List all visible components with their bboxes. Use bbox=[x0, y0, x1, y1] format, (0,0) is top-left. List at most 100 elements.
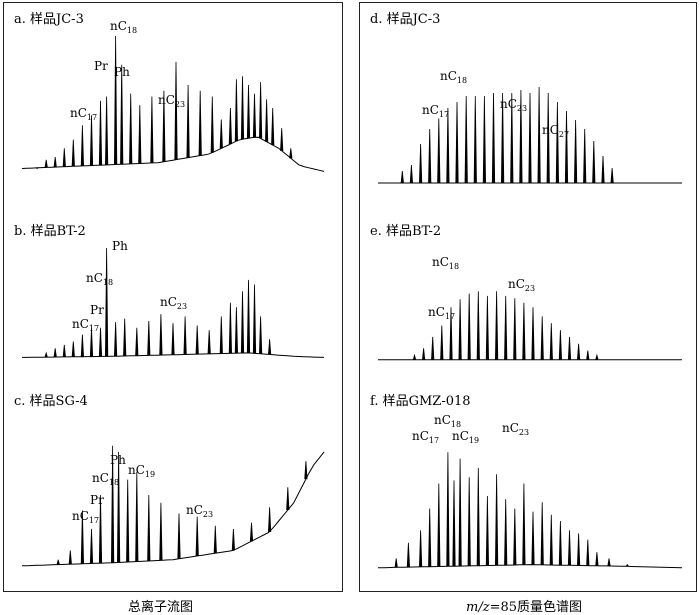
peak-f-0 bbox=[394, 558, 398, 568]
peak-label-a-4: nC23 bbox=[158, 93, 185, 109]
peak-c-10 bbox=[159, 502, 163, 561]
peak-a-9 bbox=[114, 35, 118, 165]
peak-d-18 bbox=[564, 110, 569, 184]
peak-d-4 bbox=[437, 118, 441, 184]
peak-e-13 bbox=[531, 307, 535, 360]
peak-e-16 bbox=[558, 330, 562, 360]
peak-e-18 bbox=[577, 343, 581, 360]
peak-f-2 bbox=[419, 530, 423, 567]
peak-e-3 bbox=[440, 325, 444, 360]
peak-a-1 bbox=[44, 159, 48, 168]
peak-a-18 bbox=[210, 96, 214, 153]
peak-label-e-1: nC18 bbox=[432, 255, 459, 271]
peak-d-11 bbox=[501, 92, 505, 184]
peak-d-14 bbox=[528, 92, 532, 184]
peak-e-12 bbox=[522, 302, 526, 360]
peak-a-15 bbox=[174, 61, 178, 160]
peak-e-1 bbox=[422, 348, 426, 360]
peak-label-c-1: Pr bbox=[90, 493, 104, 507]
peak-c-3 bbox=[89, 528, 94, 564]
peak-f-6 bbox=[452, 480, 456, 567]
peak-a-12 bbox=[138, 105, 142, 164]
peak-c-13 bbox=[213, 525, 217, 554]
peak-c-1 bbox=[68, 550, 72, 565]
peak-b-18 bbox=[228, 302, 232, 354]
peak-b-7 bbox=[105, 247, 109, 357]
peak-b-10 bbox=[135, 327, 139, 356]
chart-title-b: b. 样品BT-2 bbox=[14, 224, 86, 239]
peak-a-17 bbox=[198, 90, 202, 156]
peak-e-15 bbox=[549, 323, 553, 360]
peak-d-0 bbox=[400, 170, 404, 184]
peak-d-22 bbox=[601, 155, 605, 184]
peak-a-10 bbox=[120, 64, 124, 165]
peak-label-b-1: Pr bbox=[90, 303, 104, 317]
peak-a-7 bbox=[98, 100, 103, 166]
peak-a-0 bbox=[35, 167, 39, 169]
peak-b-15 bbox=[195, 325, 199, 355]
peak-label-c-5: nC23 bbox=[186, 503, 213, 519]
peak-label-b-3: Ph bbox=[112, 239, 128, 253]
peak-a-14 bbox=[162, 90, 166, 162]
peak-a-19 bbox=[219, 119, 223, 149]
peak-d-21 bbox=[592, 140, 596, 184]
peak-b-16 bbox=[207, 330, 211, 354]
right-caption: m/z=85质量色谱图 bbox=[466, 596, 582, 615]
peak-f-19 bbox=[567, 530, 572, 566]
peak-f-10 bbox=[485, 495, 489, 566]
peak-label-c-3: Ph bbox=[110, 453, 126, 467]
peak-d-7 bbox=[464, 95, 468, 184]
peak-d-23 bbox=[610, 167, 614, 184]
peak-a-21 bbox=[234, 79, 238, 142]
peak-e-0 bbox=[412, 353, 417, 360]
chart-title-a: a. 样品JC-3 bbox=[14, 12, 84, 27]
peak-e-14 bbox=[540, 316, 544, 360]
chart-title-e: e. 样品BT-2 bbox=[370, 224, 441, 239]
peak-f-11 bbox=[495, 474, 499, 566]
peak-d-1 bbox=[409, 164, 413, 184]
peak-f-14 bbox=[522, 483, 526, 565]
peak-b-9 bbox=[123, 318, 127, 357]
peak-label-a-0: nC17 bbox=[70, 106, 97, 122]
peak-c-18 bbox=[304, 461, 308, 480]
peak-b-24 bbox=[268, 339, 272, 355]
peak-e-9 bbox=[495, 291, 499, 360]
peak-d-15 bbox=[537, 86, 541, 184]
peak-b-19 bbox=[234, 307, 238, 354]
peak-f-8 bbox=[467, 477, 471, 566]
peak-label-f-3: nC23 bbox=[502, 421, 529, 437]
peak-label-f-0: nC17 bbox=[412, 429, 439, 445]
peak-label-b-4: nC23 bbox=[160, 295, 187, 311]
peak-label-e-2: nC23 bbox=[508, 277, 535, 293]
peak-b-14 bbox=[183, 316, 187, 355]
peak-c-4 bbox=[98, 494, 103, 564]
peak-f-24 bbox=[625, 563, 629, 567]
peak-a-24 bbox=[252, 93, 257, 138]
peak-b-11 bbox=[147, 320, 151, 356]
peak-b-6 bbox=[98, 327, 103, 357]
baseline-a bbox=[21, 136, 325, 172]
peak-d-9 bbox=[482, 95, 486, 184]
peak-label-c-2: nC18 bbox=[92, 471, 119, 487]
peak-d-13 bbox=[519, 89, 523, 184]
peak-label-f-1: nC18 bbox=[434, 413, 461, 429]
peak-c-17 bbox=[286, 487, 290, 511]
chart-title-c: c. 样品SG-4 bbox=[14, 394, 88, 409]
right-caption-italic: m/z bbox=[466, 600, 490, 615]
peak-a-3 bbox=[62, 148, 66, 167]
peak-f-20 bbox=[577, 533, 581, 566]
peak-b-5 bbox=[89, 327, 94, 357]
peak-a-20 bbox=[228, 107, 232, 145]
left-panel-tic bbox=[3, 2, 343, 592]
peak-d-19 bbox=[574, 119, 578, 184]
peak-label-d-0: nC17 bbox=[422, 103, 449, 119]
peak-label-a-3: Ph bbox=[114, 65, 130, 79]
peak-a-26 bbox=[265, 99, 269, 142]
peak-b-17 bbox=[219, 316, 223, 354]
peak-e-7 bbox=[476, 291, 480, 360]
peak-d-16 bbox=[546, 92, 550, 184]
peak-a-11 bbox=[129, 93, 133, 164]
peak-a-6 bbox=[89, 115, 94, 166]
peak-d-3 bbox=[428, 128, 432, 184]
peak-label-d-1: nC18 bbox=[440, 69, 467, 85]
